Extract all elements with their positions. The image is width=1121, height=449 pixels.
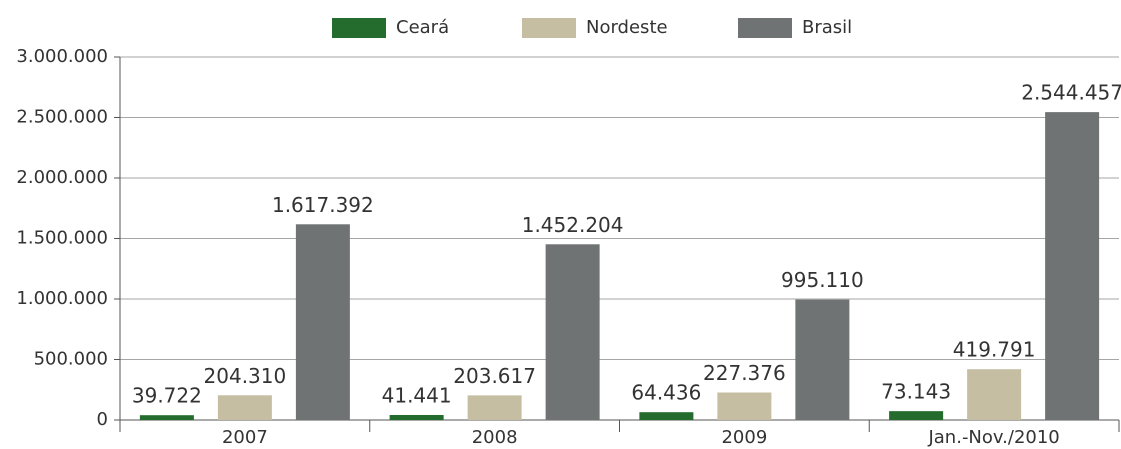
value-label: 39.722 xyxy=(132,384,202,408)
value-label: 995.110 xyxy=(781,268,864,292)
bar xyxy=(295,224,350,420)
x-tick-label: 2008 xyxy=(472,427,518,448)
value-label: 1.452.204 xyxy=(522,213,624,237)
value-label: 41.441 xyxy=(382,383,452,407)
bar xyxy=(889,411,944,420)
legend-label: Nordeste xyxy=(586,17,668,38)
x-tick-label: 2007 xyxy=(222,427,268,448)
value-label: 204.310 xyxy=(204,364,287,388)
bar xyxy=(795,299,850,420)
legend-swatch xyxy=(522,18,576,38)
legend-label: Brasil xyxy=(802,17,852,38)
x-tick-label: Jan.-Nov./2010 xyxy=(927,427,1059,448)
bar xyxy=(139,415,194,420)
legend-swatch xyxy=(738,18,792,38)
bar xyxy=(717,392,772,420)
legend-swatch xyxy=(332,18,386,38)
value-label: 64.436 xyxy=(631,381,701,405)
value-label: 419.791 xyxy=(953,338,1036,362)
value-label: 203.617 xyxy=(453,364,536,388)
legend-label: Ceará xyxy=(396,17,449,38)
y-tick-label: 0 xyxy=(97,409,108,430)
bar xyxy=(545,244,600,420)
x-tick-label: 2009 xyxy=(721,427,767,448)
value-label: 73.143 xyxy=(881,380,951,404)
y-tick-label: 2.500.000 xyxy=(16,107,108,128)
bar xyxy=(389,414,444,420)
bar xyxy=(467,395,522,420)
y-tick-label: 500.000 xyxy=(34,349,108,370)
bar xyxy=(967,369,1022,420)
value-label: 227.376 xyxy=(703,361,786,385)
bar xyxy=(217,395,272,420)
y-tick-label: 1.500.000 xyxy=(16,228,108,249)
bar xyxy=(1045,112,1100,421)
y-tick-label: 3.000.000 xyxy=(16,46,108,67)
bar xyxy=(639,412,694,420)
y-tick-label: 1.000.000 xyxy=(16,288,108,309)
value-label: 2.544.457 xyxy=(1021,81,1121,105)
value-label: 1.617.392 xyxy=(272,193,374,217)
y-tick-label: 2.000.000 xyxy=(16,167,108,188)
